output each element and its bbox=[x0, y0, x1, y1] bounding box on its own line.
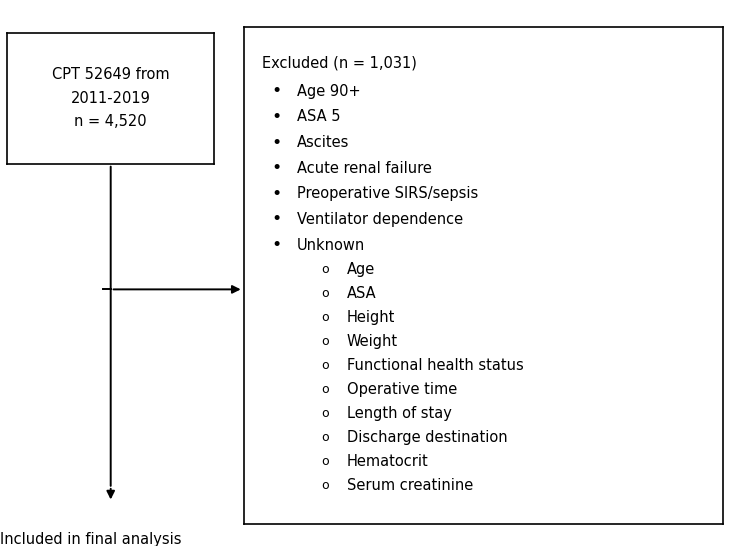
Text: CPT 52649 from
2011-2019
n = 4,520: CPT 52649 from 2011-2019 n = 4,520 bbox=[52, 67, 170, 129]
Text: o: o bbox=[321, 359, 328, 372]
Text: Included in final analysis
n = 3,489: Included in final analysis n = 3,489 bbox=[0, 532, 182, 546]
Text: o: o bbox=[321, 263, 328, 276]
Text: •: • bbox=[272, 108, 282, 126]
Text: •: • bbox=[272, 211, 282, 228]
Text: Age 90+: Age 90+ bbox=[297, 84, 360, 99]
Text: •: • bbox=[272, 82, 282, 100]
Text: Age: Age bbox=[347, 262, 375, 277]
Text: •: • bbox=[272, 236, 282, 254]
Text: Unknown: Unknown bbox=[297, 238, 365, 253]
Text: •: • bbox=[272, 159, 282, 177]
Text: ASA: ASA bbox=[347, 286, 376, 301]
Text: •: • bbox=[272, 134, 282, 151]
Text: Weight: Weight bbox=[347, 334, 398, 349]
Text: Excluded (n = 1,031): Excluded (n = 1,031) bbox=[262, 55, 417, 70]
Text: o: o bbox=[321, 287, 328, 300]
Text: o: o bbox=[321, 455, 328, 468]
Text: Ventilator dependence: Ventilator dependence bbox=[297, 212, 463, 227]
Text: o: o bbox=[321, 311, 328, 324]
Text: Operative time: Operative time bbox=[347, 382, 457, 397]
Text: o: o bbox=[321, 407, 328, 420]
Text: Height: Height bbox=[347, 310, 396, 325]
Text: Functional health status: Functional health status bbox=[347, 358, 523, 373]
Text: o: o bbox=[321, 479, 328, 492]
Text: ASA 5: ASA 5 bbox=[297, 109, 340, 124]
Text: Hematocrit: Hematocrit bbox=[347, 454, 429, 469]
Text: Ascites: Ascites bbox=[297, 135, 349, 150]
Text: Serum creatinine: Serum creatinine bbox=[347, 478, 473, 493]
Text: o: o bbox=[321, 431, 328, 444]
Text: Discharge destination: Discharge destination bbox=[347, 430, 508, 445]
Text: •: • bbox=[272, 185, 282, 203]
Text: Preoperative SIRS/sepsis: Preoperative SIRS/sepsis bbox=[297, 186, 478, 201]
Text: Length of stay: Length of stay bbox=[347, 406, 452, 421]
Text: o: o bbox=[321, 335, 328, 348]
Text: Acute renal failure: Acute renal failure bbox=[297, 161, 432, 176]
Text: o: o bbox=[321, 383, 328, 396]
